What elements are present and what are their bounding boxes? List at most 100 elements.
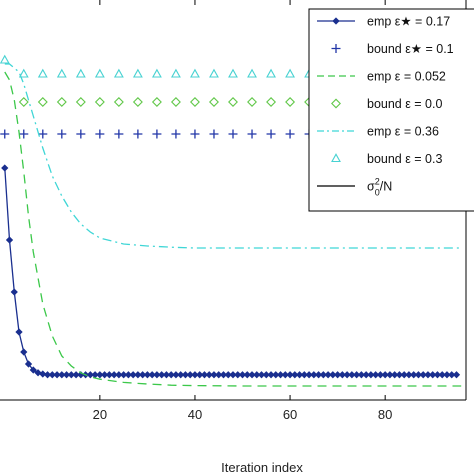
series-point-0 <box>333 371 342 379</box>
legend-item-3: bound ε = 0.0 <box>331 97 442 111</box>
series-point-0 <box>286 371 294 379</box>
series-point-0 <box>400 371 408 379</box>
series-point-0 <box>200 371 209 379</box>
series-point-0 <box>15 328 23 336</box>
series-point-0 <box>158 371 166 379</box>
legend-marker <box>331 44 341 53</box>
series-point-1 <box>247 129 257 139</box>
series-point-5 <box>209 68 219 78</box>
series-point-0 <box>414 371 423 379</box>
series-point-0 <box>100 371 109 379</box>
series-point-0 <box>291 371 299 379</box>
series-point-0 <box>20 348 28 356</box>
series-point-0 <box>329 371 337 379</box>
series-point-0 <box>324 371 332 379</box>
series-point-5 <box>37 68 48 78</box>
series-point-0 <box>172 371 180 379</box>
legend-label: bound ε = 0.0 <box>367 97 442 111</box>
series-point-0 <box>314 371 323 379</box>
series-point-0 <box>110 371 118 379</box>
legend-label: σ2 0/N <box>367 177 392 198</box>
series-point-0 <box>305 371 313 379</box>
series-point-0 <box>219 371 228 379</box>
series-point-5 <box>94 68 105 78</box>
series-point-3 <box>113 97 124 107</box>
series-point-0 <box>48 371 56 379</box>
series-point-1 <box>57 129 67 139</box>
series-point-1 <box>209 129 219 139</box>
series-point-0 <box>300 371 308 379</box>
series-point-0 <box>120 371 128 379</box>
series-point-0 <box>410 371 418 379</box>
series-point-1 <box>152 129 162 139</box>
legend-item-0: emp ε★ = 0.17 <box>317 15 450 29</box>
series-point-0 <box>386 371 394 379</box>
series-point-3 <box>170 97 181 107</box>
series-point-0 <box>452 371 461 379</box>
series-point-5 <box>190 68 200 78</box>
series-point-5 <box>266 68 276 78</box>
series-point-0 <box>419 371 427 379</box>
legend-label: emp ε = 0.36 <box>367 125 439 139</box>
series-point-0 <box>310 371 318 379</box>
series-point-0 <box>319 371 327 379</box>
series-point-3 <box>56 97 67 107</box>
series-point-0 <box>391 371 399 379</box>
x-tick-label: 80 <box>378 407 392 422</box>
series-point-0 <box>58 371 66 379</box>
series-point-3 <box>151 97 162 107</box>
series-point-0 <box>262 371 270 379</box>
series-point-5 <box>285 68 295 78</box>
series-point-0 <box>429 371 437 379</box>
series-point-3 <box>285 97 296 107</box>
series-point-3 <box>247 97 257 107</box>
series-point-0 <box>115 371 123 379</box>
series-point-0 <box>224 371 232 379</box>
legend-label: bound ε = 0.3 <box>367 152 442 166</box>
series-point-0 <box>210 371 218 379</box>
series-point-0 <box>167 371 175 379</box>
series-point-0 <box>1 164 9 172</box>
series-point-0 <box>191 371 199 379</box>
legend-item-2: emp ε = 0.052 <box>317 70 446 84</box>
series-point-0 <box>372 371 380 379</box>
series-point-0 <box>229 371 237 379</box>
series-point-0 <box>281 371 289 379</box>
series-point-3 <box>37 97 48 107</box>
legend-item-6: σ2 0/N <box>317 177 392 198</box>
series-point-0 <box>362 371 370 379</box>
series-point-0 <box>29 366 37 374</box>
legend-marker <box>332 17 340 25</box>
series-point-0 <box>243 371 251 379</box>
series-point-0 <box>367 371 375 379</box>
series-point-1 <box>95 129 105 139</box>
legend-label: emp ε = 0.052 <box>367 70 446 84</box>
series-point-0 <box>196 371 204 379</box>
series-point-0 <box>177 371 185 379</box>
series-point-1 <box>285 129 295 139</box>
series-point-0 <box>276 371 285 379</box>
series-point-3 <box>132 97 143 107</box>
series-point-0 <box>39 370 47 378</box>
series-layer <box>0 54 466 387</box>
legend-box <box>308 8 474 212</box>
legend-marker <box>331 98 341 109</box>
series-point-5 <box>18 68 29 78</box>
series-point-5 <box>0 54 10 64</box>
series-0 <box>1 164 461 379</box>
series-point-0 <box>234 371 242 379</box>
series-point-5 <box>247 68 257 78</box>
series-point-3 <box>18 97 29 107</box>
series-point-0 <box>67 371 75 379</box>
series-point-1 <box>266 129 276 139</box>
series-point-0 <box>72 371 80 379</box>
series-line-2 <box>4 71 462 387</box>
series-point-0 <box>43 371 52 379</box>
legend-label: bound ε★ = 0.1 <box>367 42 454 56</box>
series-point-0 <box>248 371 256 379</box>
series-point-0 <box>253 371 261 379</box>
series-point-0 <box>267 371 275 379</box>
series-point-3 <box>228 97 238 107</box>
series-point-1 <box>133 129 143 139</box>
